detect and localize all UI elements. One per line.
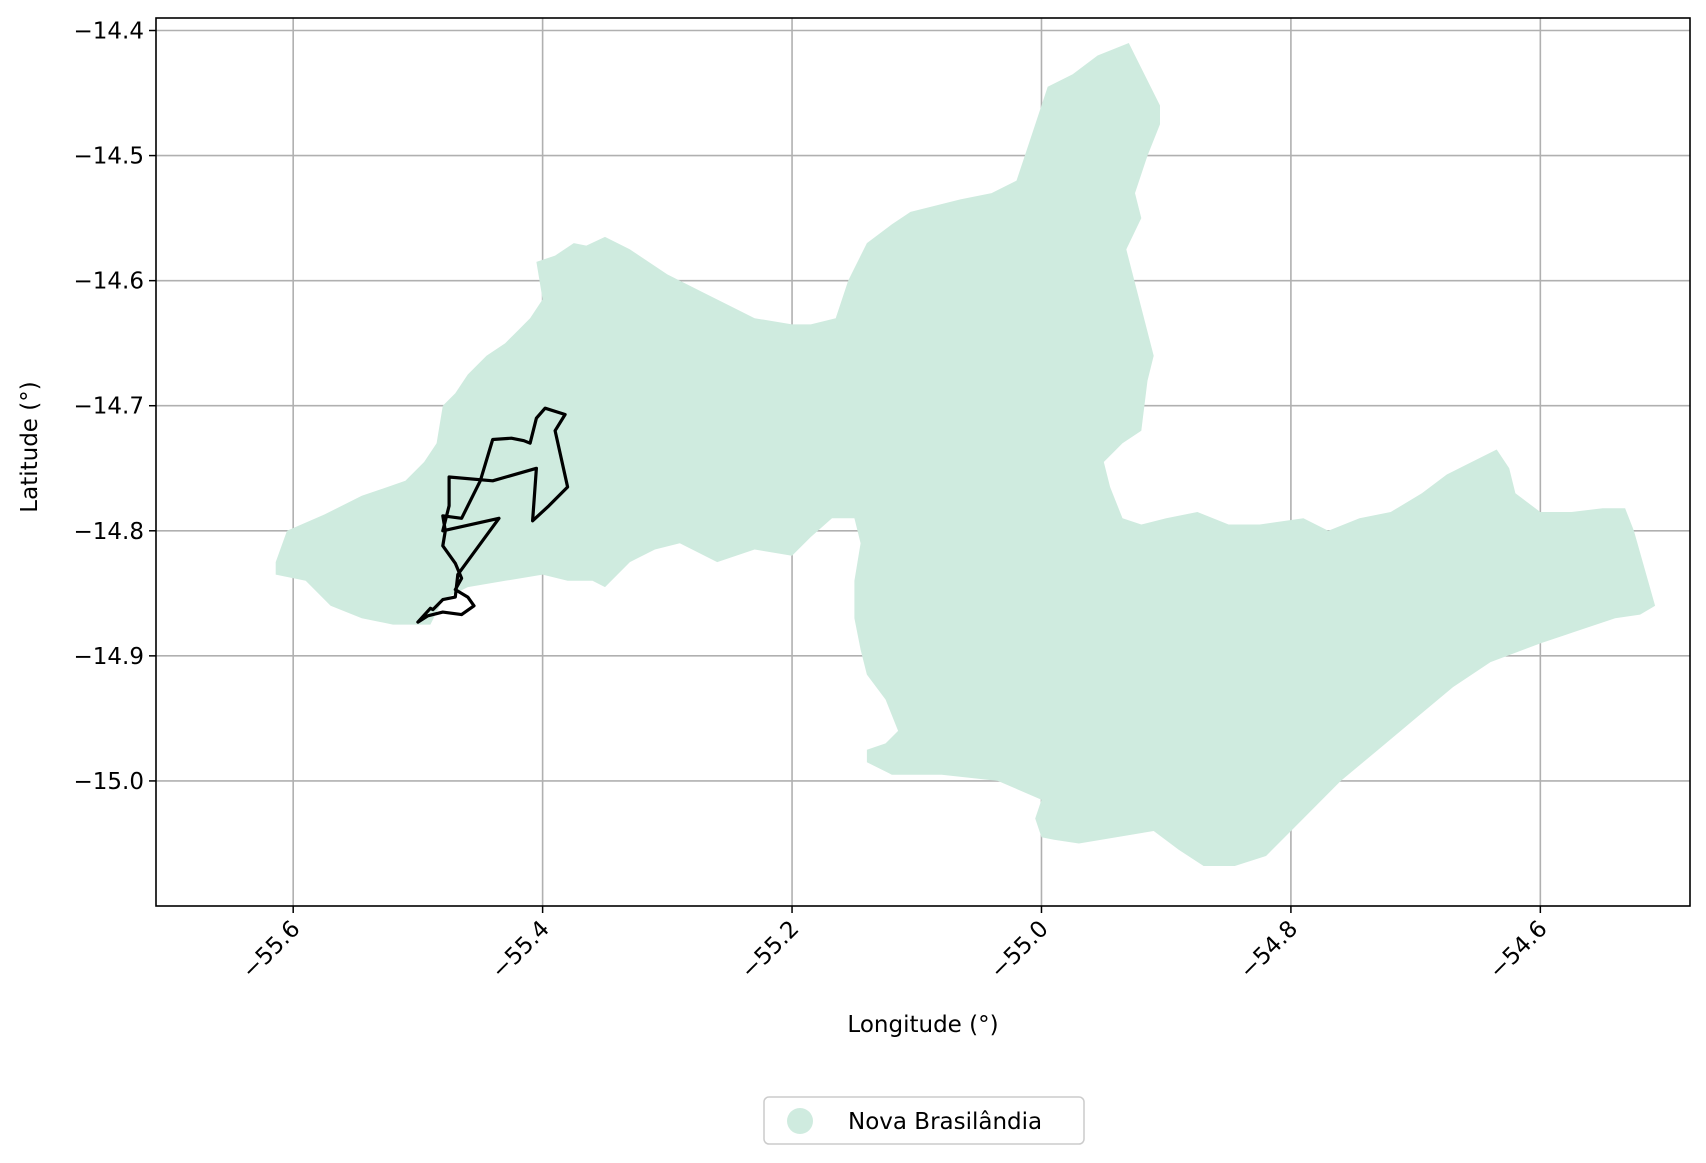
x-tick-label: −54.8 — [1235, 916, 1303, 984]
y-tick-label: −14.9 — [74, 644, 144, 670]
axes-frame — [155, 17, 1691, 907]
x-tick-label: −55.4 — [487, 916, 555, 984]
legend-marker-nova-brasilandia — [787, 1108, 813, 1134]
x-tick-label: −55.6 — [237, 916, 305, 984]
y-tick-label: −14.8 — [74, 519, 144, 545]
legend: Nova Brasilândia — [763, 1096, 1085, 1145]
highlighted-boundary-outline — [416, 406, 570, 624]
y-tick-label: −14.4 — [74, 19, 144, 45]
y-axis-ticks: −14.4 −14.5 −14.6 −14.7 −14.8 −14.9 −15.0 — [74, 19, 156, 795]
y-axis-label: Latitude (°) — [17, 381, 43, 512]
legend-label-nova-brasilandia: Nova Brasilândia — [848, 1109, 1042, 1135]
region-nova-brasilandia — [275, 43, 1656, 866]
y-tick-label: −14.6 — [74, 269, 144, 295]
x-tick-label: −55.0 — [985, 916, 1053, 984]
x-tick-label: −54.6 — [1484, 916, 1552, 984]
y-tick-label: −14.7 — [74, 394, 144, 420]
x-axis-ticks: −55.6 −55.4 −55.2 −55.0 −54.8 −54.6 — [237, 906, 1553, 984]
x-axis-label: Longitude (°) — [847, 1012, 998, 1038]
y-tick-label: −15.0 — [74, 769, 144, 795]
x-tick-label: −55.2 — [736, 916, 804, 984]
y-tick-label: −14.5 — [74, 144, 144, 170]
legend-frame — [763, 1096, 1085, 1145]
